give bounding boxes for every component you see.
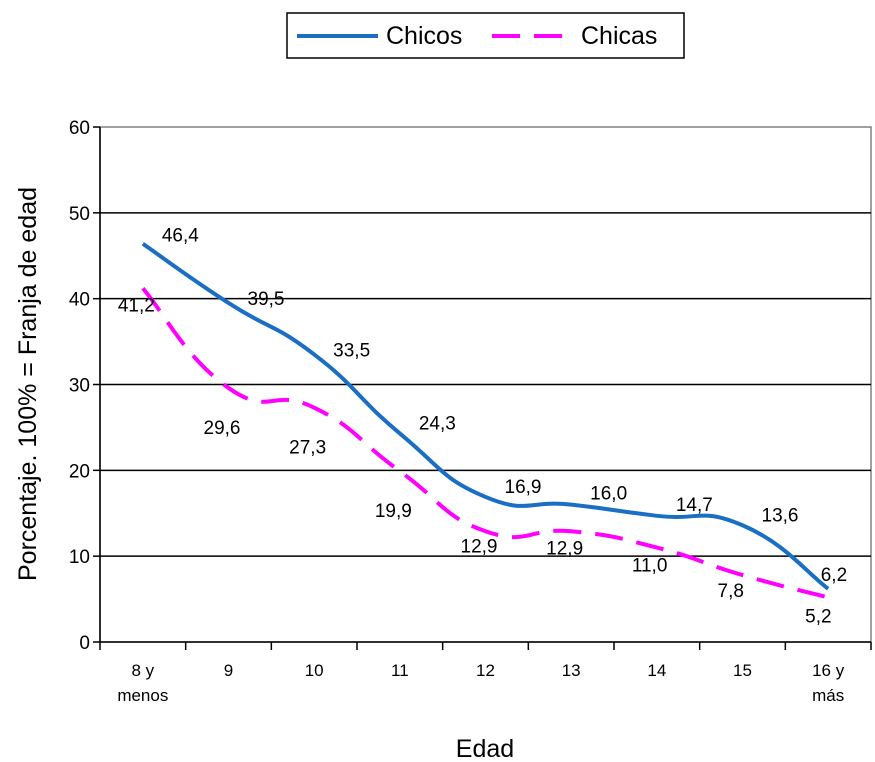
x-tick-label: 10	[305, 661, 324, 680]
x-tick-label-line: 13	[562, 661, 581, 680]
data-label-chicas: 27,3	[289, 438, 326, 459]
data-label-chicos: 6,2	[821, 565, 847, 586]
data-label-chicas: 19,9	[375, 501, 412, 522]
x-tick-label: 9	[224, 661, 233, 680]
gridlines	[100, 212, 871, 557]
data-point-chicos	[741, 523, 745, 527]
x-tick-label-line: 11	[391, 661, 409, 680]
data-label-chicos: 46,4	[162, 226, 199, 247]
y-tick-label: 20	[69, 461, 90, 482]
data-point-chicas	[741, 573, 745, 577]
x-tick-label-line: 14	[647, 661, 666, 680]
data-label-chicas: 12,9	[461, 536, 498, 557]
data-label-chicas: 11,0	[632, 556, 668, 577]
x-tick-label-line: más	[812, 686, 844, 705]
y-axis: 0 10 20 30 40 50 60	[69, 118, 101, 654]
y-axis-title: Porcentaje. 100% = Franja de edad	[14, 187, 42, 581]
x-tick-label: 14	[647, 661, 666, 680]
data-point-chicos	[141, 242, 145, 246]
data-labels: 46,4 39,5 33,5 24,3 16,9 16,0 14,7 13,6 6,2 41,2 2…	[118, 226, 847, 628]
x-tick-label: 16 y más	[812, 661, 845, 705]
data-label-chicos: 39,5	[248, 289, 285, 310]
y-tick-label: 10	[69, 547, 90, 568]
data-label-chicas: 7,8	[718, 581, 744, 602]
y-tick-label: 60	[69, 118, 90, 139]
data-point-chicos	[484, 495, 488, 499]
data-label-chicas: 29,6	[204, 418, 241, 439]
x-axis-title: Edad	[456, 735, 514, 762]
x-tick-label-line: 15	[733, 661, 752, 680]
data-label-chicas: 12,9	[546, 538, 583, 559]
x-tick-label-line: 9	[224, 661, 233, 680]
x-axis: 8 y menos 9 10 11 12 13 14 15 16 y más	[99, 641, 872, 705]
x-tick-label-line: 12	[476, 661, 495, 680]
x-tick-label-line: menos	[117, 686, 168, 705]
y-tick-label: 50	[69, 204, 90, 225]
x-tick-label: 11	[391, 661, 409, 680]
x-tick-label: 15	[733, 661, 752, 680]
data-label-chicas: 5,2	[805, 606, 831, 627]
series-layer	[141, 242, 830, 600]
data-point-chicas	[484, 529, 488, 533]
legend-label-chicas: Chicas	[581, 22, 657, 50]
data-point-chicos	[569, 503, 573, 507]
data-point-chicos	[655, 514, 659, 518]
x-tick-label: 13	[562, 661, 581, 680]
data-label-chicos: 33,5	[333, 340, 370, 361]
series-line-chicos	[141, 242, 830, 591]
data-point-chicas	[312, 406, 316, 410]
legend: Chicos Chicas	[286, 12, 685, 59]
data-label-chicos: 14,7	[676, 495, 713, 516]
data-label-chicos: 16,0	[590, 484, 627, 505]
y-tick-label: 40	[69, 290, 90, 311]
legend-label-chicos: Chicos	[386, 22, 462, 50]
data-label-chicos: 16,9	[505, 477, 542, 498]
y-tick-label: 0	[79, 633, 90, 654]
data-point-chicas	[398, 469, 402, 473]
data-label-chicas: 41,2	[118, 295, 155, 316]
x-tick-label-line: 10	[305, 661, 324, 680]
x-tick-label-line: 16 y	[812, 661, 845, 680]
data-point-chicas	[826, 595, 830, 599]
data-point-chicos	[826, 587, 830, 591]
data-point-chicos	[312, 352, 316, 356]
x-tick-label: 12	[476, 661, 495, 680]
data-point-chicos	[227, 301, 231, 305]
data-point-chicos	[398, 431, 402, 435]
x-tick-label-line: 8 y	[131, 661, 154, 680]
data-point-chicas	[227, 386, 231, 390]
x-tick-label: 8 y menos	[117, 661, 168, 705]
data-point-chicas	[655, 546, 659, 550]
y-tick-label: 30	[69, 376, 90, 397]
data-label-chicos: 13,6	[762, 505, 799, 526]
data-label-chicos: 24,3	[419, 413, 456, 434]
data-point-chicas	[141, 286, 145, 290]
data-point-chicas	[569, 529, 573, 533]
